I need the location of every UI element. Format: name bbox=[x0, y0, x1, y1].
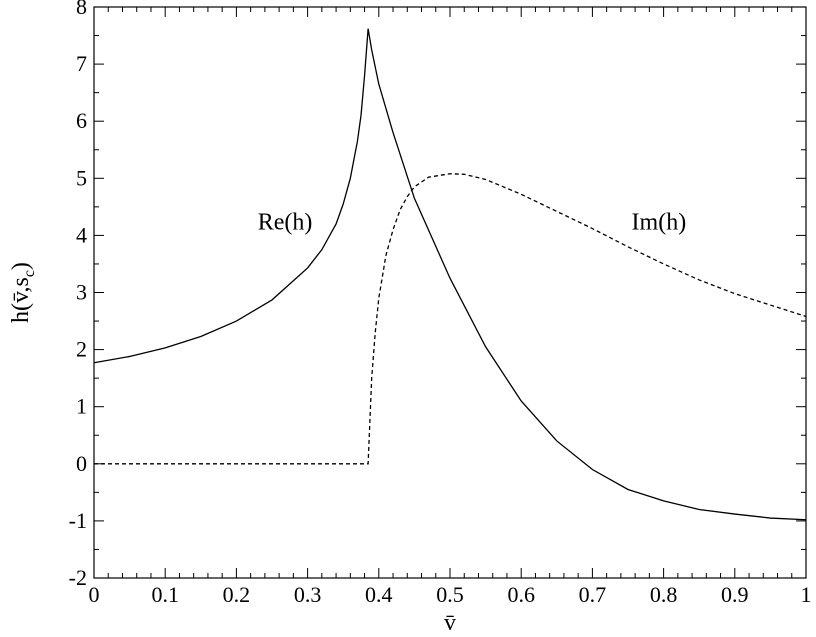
axis-ticks bbox=[93, 6, 807, 579]
x-tick-label: 0.3 bbox=[294, 582, 322, 607]
y-axis-label-main: h(v̄,s bbox=[8, 277, 34, 323]
y-tick-label: 4 bbox=[76, 222, 87, 247]
y-tick-label: 5 bbox=[76, 165, 87, 190]
series-re-h bbox=[93, 28, 807, 521]
annotations: Re(h) Im(h) bbox=[258, 210, 686, 236]
series-annotation: Re(h) bbox=[258, 210, 313, 236]
x-tick-labels: 0 0.1 0.2 0.3 0.4 0.5 0.6 0.7 0.8 0.9 1 bbox=[89, 582, 812, 607]
x-tick-label: 0.4 bbox=[365, 582, 393, 607]
series-annotation: Im(h) bbox=[632, 210, 687, 236]
x-tick-label: 1 bbox=[801, 582, 812, 607]
x-axis-label: v̄ bbox=[444, 610, 456, 636]
x-tick-label: 0 bbox=[89, 582, 100, 607]
y-axis-label-subscript: c bbox=[21, 270, 38, 277]
plot-frame bbox=[93, 6, 807, 579]
y-tick-label: 2 bbox=[76, 337, 87, 362]
series-lines bbox=[93, 28, 807, 521]
plot-area bbox=[93, 6, 807, 579]
x-tick-label: 0.8 bbox=[650, 582, 678, 607]
x-tick-label: 0.6 bbox=[507, 582, 535, 607]
y-tick-label: -2 bbox=[69, 565, 87, 590]
y-axis-label: h(v̄,sc) bbox=[8, 262, 38, 323]
y-tick-label: 8 bbox=[76, 0, 87, 19]
y-axis-label-close: ) bbox=[8, 262, 34, 270]
y-tick-labels: -2 -1 0 1 2 3 4 5 6 7 8 bbox=[69, 0, 87, 590]
y-tick-label: 0 bbox=[76, 451, 87, 476]
x-tick-label: 0.1 bbox=[151, 582, 179, 607]
y-tick-label: 7 bbox=[76, 51, 87, 76]
y-tick-label: 3 bbox=[76, 280, 87, 305]
x-tick-label: 0.2 bbox=[223, 582, 251, 607]
x-tick-label: 0.7 bbox=[579, 582, 607, 607]
x-tick-label: 0.5 bbox=[436, 582, 464, 607]
series-im-h bbox=[94, 173, 807, 465]
y-tick-label: 1 bbox=[76, 394, 87, 419]
y-tick-label: -1 bbox=[69, 508, 87, 533]
x-tick-label: 0.9 bbox=[721, 582, 749, 607]
y-tick-label: 6 bbox=[76, 108, 87, 133]
